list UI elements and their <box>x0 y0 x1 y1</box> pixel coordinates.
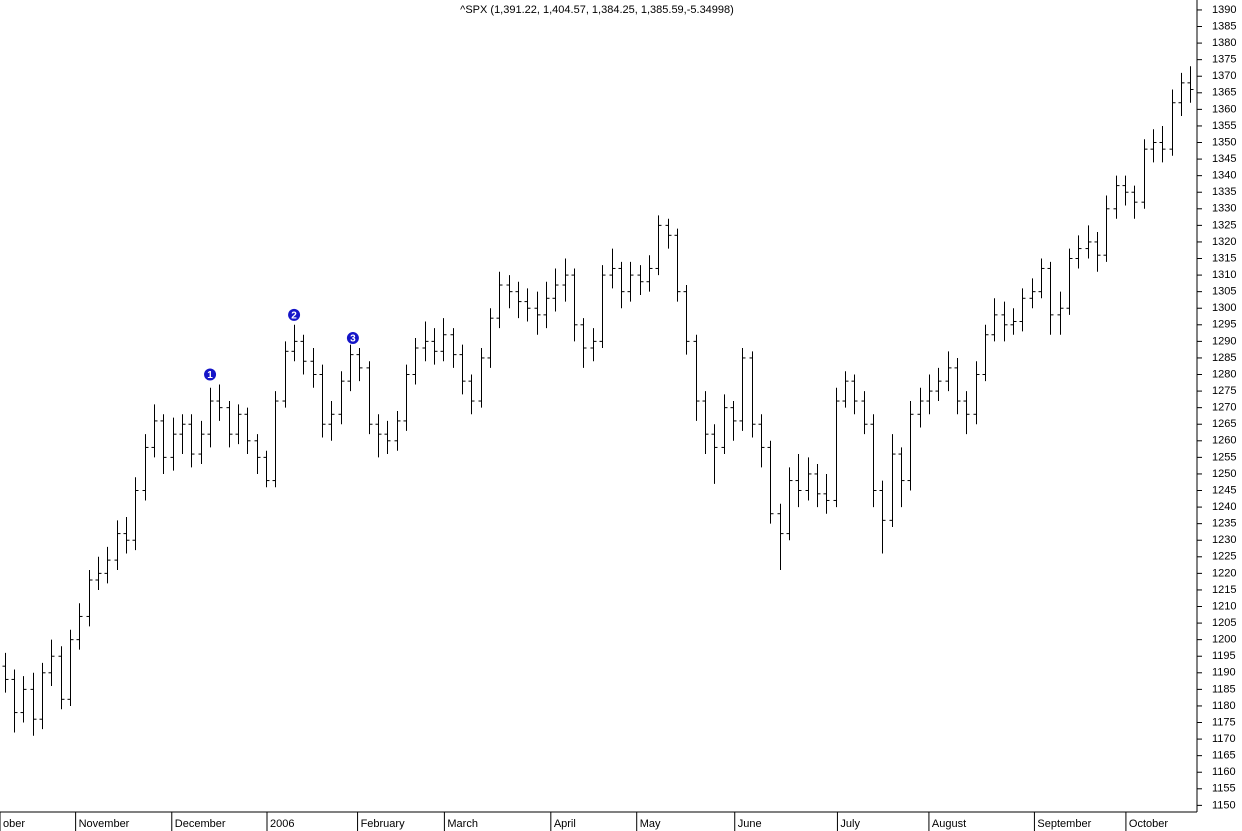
y-tick-label: 1360 <box>1212 103 1236 115</box>
y-tick-label: 1320 <box>1212 236 1236 248</box>
y-tick-label: 1220 <box>1212 567 1236 579</box>
y-tick-label: 1305 <box>1212 286 1236 298</box>
y-tick-label: 1350 <box>1212 136 1236 148</box>
y-tick-label: 1205 <box>1212 617 1236 629</box>
y-tick-label: 1315 <box>1212 252 1236 264</box>
y-tick-label: 1285 <box>1212 352 1236 364</box>
y-tick-label: 1255 <box>1212 451 1236 463</box>
annotation-marker <box>288 308 301 321</box>
y-tick-label: 1290 <box>1212 335 1236 347</box>
chart-title: ^SPX (1,391.22, 1,404.57, 1,384.25, 1,38… <box>460 4 734 16</box>
y-tick-label: 1165 <box>1212 750 1236 762</box>
y-tick-label: 1190 <box>1212 667 1236 679</box>
y-tick-label: 1180 <box>1212 700 1236 712</box>
y-tick-label: 1310 <box>1212 269 1236 281</box>
y-tick-label: 1335 <box>1212 186 1236 198</box>
y-tick-label: 1295 <box>1212 319 1236 331</box>
y-tick-label: 1195 <box>1212 650 1236 662</box>
y-tick-label: 1240 <box>1212 501 1236 513</box>
annotation-marker <box>346 332 359 345</box>
y-tick-label: 1280 <box>1212 368 1236 380</box>
annotation-label: 3 <box>350 334 356 345</box>
x-tick-label: October <box>1129 818 1168 830</box>
x-tick-label: September <box>1037 818 1091 830</box>
y-tick-label: 1355 <box>1212 120 1236 132</box>
y-tick-label: 1210 <box>1212 600 1236 612</box>
y-tick-label: 1215 <box>1212 584 1236 596</box>
annotation-label: 2 <box>291 310 297 321</box>
x-tick-label: November <box>79 818 130 830</box>
y-tick-label: 1330 <box>1212 203 1236 215</box>
y-tick-label: 1200 <box>1212 634 1236 646</box>
y-tick-label: 1250 <box>1212 468 1236 480</box>
bars <box>2 66 1194 736</box>
y-tick-label: 1160 <box>1212 766 1236 778</box>
y-tick-label: 1185 <box>1212 683 1236 695</box>
y-tick-label: 1150 <box>1212 799 1236 811</box>
x-tick-label: February <box>361 818 406 830</box>
y-tick-label: 1260 <box>1212 435 1236 447</box>
y-tick-label: 1155 <box>1212 783 1236 795</box>
y-tick-label: 1300 <box>1212 302 1236 314</box>
x-tick-label: April <box>554 818 576 830</box>
x-tick-label: June <box>738 818 762 830</box>
y-tick-label: 1390 <box>1212 4 1236 16</box>
y-tick-label: 1275 <box>1212 385 1236 397</box>
y-tick-label: 1170 <box>1212 733 1236 745</box>
y-tick-label: 1370 <box>1212 70 1236 82</box>
y-tick-label: 1235 <box>1212 518 1236 530</box>
y-tick-label: 1265 <box>1212 418 1236 430</box>
x-tick-label: July <box>840 818 860 830</box>
y-tick-label: 1340 <box>1212 170 1236 182</box>
x-tick-label: ober <box>3 818 25 830</box>
x-tick-label: August <box>932 818 966 830</box>
y-tick-label: 1270 <box>1212 402 1236 414</box>
y-tick-label: 1230 <box>1212 534 1236 546</box>
y-tick-label: 1345 <box>1212 153 1236 165</box>
annotation-marker <box>204 368 217 381</box>
y-tick-label: 1365 <box>1212 87 1236 99</box>
x-tick-label: May <box>640 818 661 830</box>
x-tick-label: March <box>447 818 478 830</box>
y-tick-label: 1385 <box>1212 20 1236 32</box>
y-tick-label: 1225 <box>1212 551 1236 563</box>
x-tick-label: 2006 <box>270 818 294 830</box>
y-tick-label: 1325 <box>1212 219 1236 231</box>
y-tick-label: 1380 <box>1212 37 1236 49</box>
y-tick-label: 1245 <box>1212 484 1236 496</box>
y-tick-label: 1175 <box>1212 716 1236 728</box>
x-tick-label: December <box>175 818 226 830</box>
y-tick-label: 1375 <box>1212 54 1236 66</box>
annotation-label: 1 <box>207 370 213 381</box>
